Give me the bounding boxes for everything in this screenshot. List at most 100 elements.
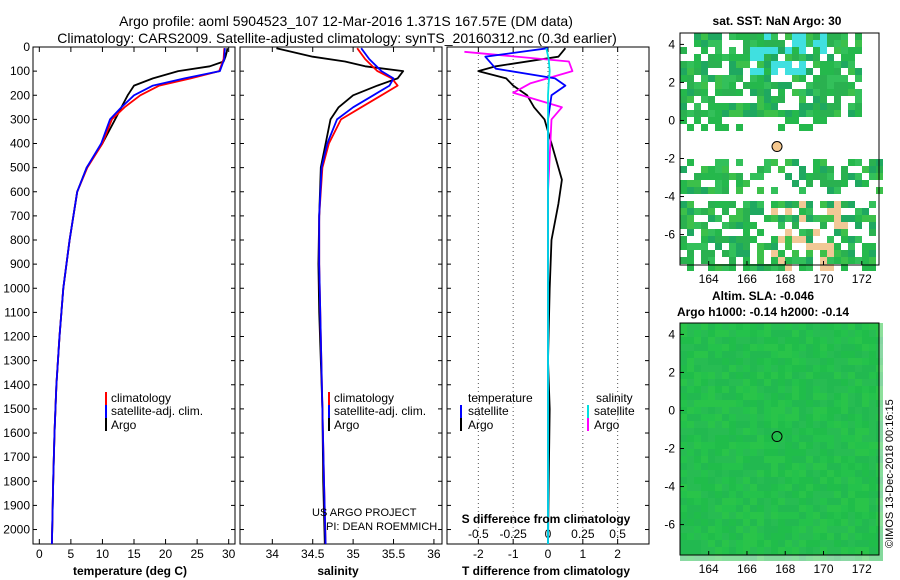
sst-cell [701,82,708,89]
map-y-tick-label: 0 [668,403,675,417]
sla-cell [799,393,806,400]
sla-cell [736,435,743,442]
sla-cell [722,547,729,554]
argo-float-location-marker [771,431,783,443]
sst-cell [750,82,757,89]
sla-cell [792,491,799,498]
sla-cell [687,393,694,400]
sst-cell [806,250,813,257]
sst-cell [869,250,876,257]
sst-cell [792,257,799,264]
sla-cell [855,414,862,421]
sst-cell [841,264,848,271]
sla-cell [869,414,876,421]
sst-cell [855,89,862,96]
sla-cell [792,498,799,505]
sla-cell [680,372,687,379]
sla-cell [799,358,806,365]
difference-x-label: T difference from climatology [462,564,630,578]
sla-cell [827,386,834,393]
sst-cell [834,61,841,68]
sla-cell [736,365,743,372]
sla-cell [848,449,855,456]
sla-cell [750,421,757,428]
sla-cell [855,456,862,463]
sla-cell [785,533,792,540]
sla-cell [757,519,764,526]
sla-cell [729,442,736,449]
sla-cell [764,407,771,414]
sst-cell [806,257,813,264]
sla-cell [771,470,778,477]
sla-cell [771,386,778,393]
sst-cell [813,229,820,236]
sla-cell [785,358,792,365]
depth-tick-label: 200 [10,88,30,102]
sla-cell [687,442,694,449]
sst-cell [687,82,694,89]
sla-cell [729,372,736,379]
sla-cell [862,393,869,400]
sla-cell [834,414,841,421]
sst-cell [694,82,701,89]
sst-cell [701,208,708,215]
sla-cell [680,533,687,540]
sla-cell [771,498,778,505]
sla-cell [715,330,722,337]
sst-cell [778,40,785,47]
sla-cell [736,491,743,498]
sla-cell [799,456,806,463]
sla-cell [680,505,687,512]
sst-cell [708,54,715,61]
sst-cell [827,180,834,187]
sst-cell [708,110,715,117]
x-tick-label: 15 [127,547,141,561]
sst-cell [806,243,813,250]
sla-cell [722,477,729,484]
sst-cell [694,173,701,180]
sla-cell [806,477,813,484]
sla-cell [680,470,687,477]
sla-cell [680,393,687,400]
sla-cell [862,379,869,386]
sst-cell [736,173,743,180]
sla-cell [778,491,785,498]
sla-cell [813,344,820,351]
sla-cell [708,372,715,379]
sst-cell [785,61,792,68]
sla-cell [743,449,750,456]
map-x-tick-label: 170 [813,562,833,576]
sla-cell [841,533,848,540]
sst-cell [778,250,785,257]
sla-cell [862,351,869,358]
sla-cell [701,477,708,484]
sla-cell [820,400,827,407]
sst-cell [834,243,841,250]
sla-cell [806,393,813,400]
sst-cell [750,75,757,82]
sla-cell [799,421,806,428]
sla-cell [792,407,799,414]
sla-cell [750,372,757,379]
sla-cell [694,484,701,491]
sst-cell [771,264,778,271]
sst-cell [736,89,743,96]
sla-cell [862,519,869,526]
sst-cell [764,61,771,68]
sla-cell [778,484,785,491]
sst-cell [820,61,827,68]
sla-cell [708,323,715,330]
depth-tick-label: 600 [10,185,30,199]
sla-cell [813,526,820,533]
sla-cell [855,519,862,526]
sla-cell [778,323,785,330]
sla-cell [813,449,820,456]
sla-cell [750,365,757,372]
map-y-tick-label: -6 [664,518,675,532]
sst-cell [764,68,771,75]
sla-cell [680,428,687,435]
sst-cell [841,173,848,180]
sla-cell [869,428,876,435]
sla-cell [869,498,876,505]
sla-cell [778,428,785,435]
